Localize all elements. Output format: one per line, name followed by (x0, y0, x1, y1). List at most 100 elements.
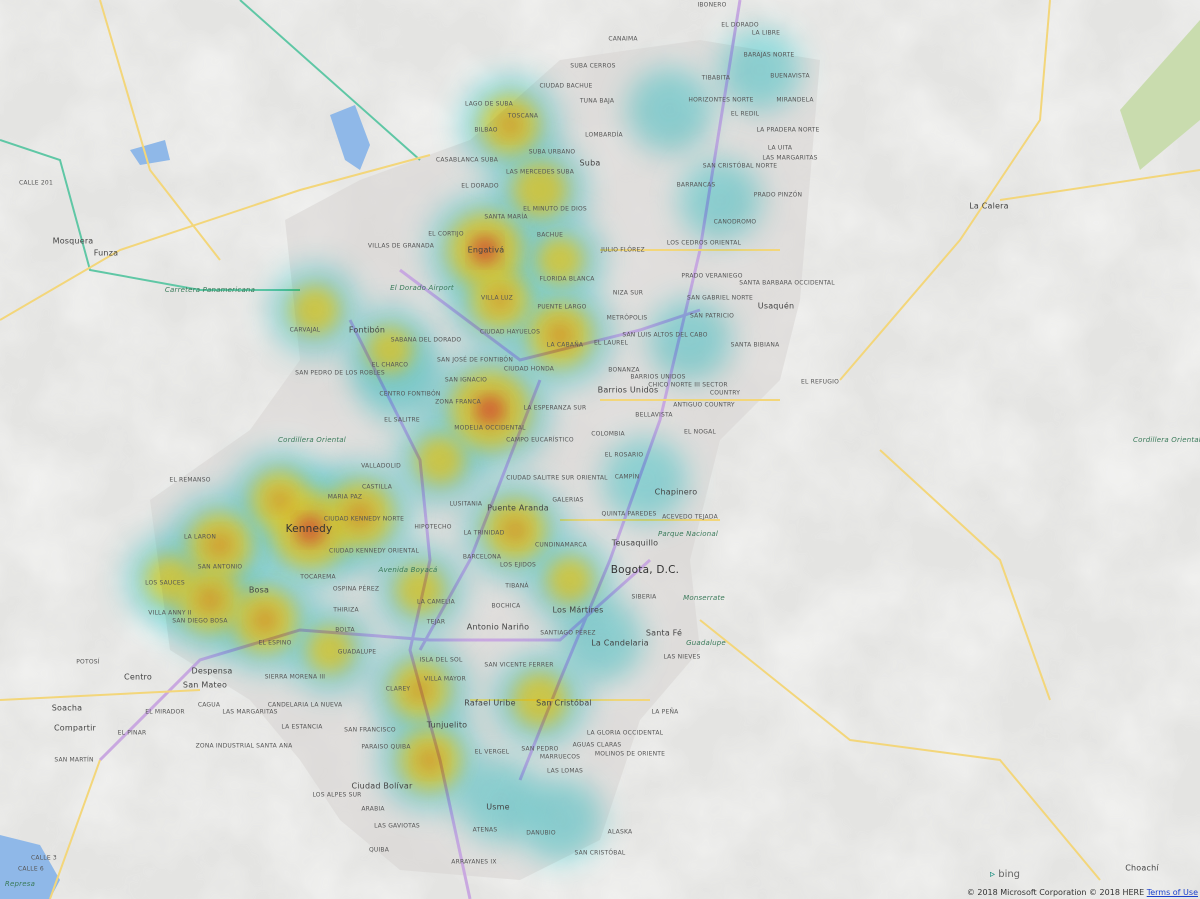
arterial-road (99, 0, 221, 261)
map-label: Campo Eucarístico (506, 436, 574, 444)
map-label: Molinos de Oriente (594, 750, 666, 758)
heat-spot (253, 608, 277, 632)
map-label: Santa Barbara Occidental (739, 279, 835, 287)
map-label: Santiago Pérez (540, 629, 596, 637)
map-label: Villa Luz (481, 294, 513, 302)
lake (130, 140, 170, 165)
map-label: Metrópolis (606, 314, 648, 322)
heat-spot (504, 519, 526, 541)
map-label: Isla del Sol (419, 656, 463, 664)
map-label: Florida Blanca (539, 275, 595, 283)
map-label: Zona Industrial Santa Ana (195, 742, 293, 750)
map-label: Arrayanes IX (451, 858, 497, 866)
map-label: La Estancia (281, 723, 323, 731)
map-label: Mosquera (52, 236, 94, 246)
heat-spot (500, 115, 520, 135)
map-label: Chico Norte III Sector (648, 381, 728, 389)
map-label: Ciudad Kennedy Oriental (328, 547, 420, 555)
heat-spot (557, 597, 643, 683)
heat-spot (366, 326, 414, 374)
map-label: Las Gaviotas (374, 822, 420, 830)
terms-of-use-link[interactable]: Terms of Use (1146, 888, 1198, 897)
heat-spot (627, 67, 713, 153)
map-label: Ciudad Honda (503, 365, 555, 373)
map-label: Carretera Panamericana (164, 286, 256, 294)
heat-spot (347, 502, 373, 528)
map-label: Suba Cerros (570, 62, 616, 70)
heat-spot (208, 533, 232, 557)
lake (330, 105, 370, 170)
map-label: Ciudad Salitre Sur Oriental (506, 474, 608, 482)
map-label: San Ignacio (444, 376, 488, 384)
heat-spot (270, 490, 290, 510)
map-label: El Mirador (145, 708, 185, 716)
map-label: El Redil (730, 110, 760, 118)
map-label: Sierra Morena III (264, 673, 326, 681)
map-label: Prado Veraniego (681, 272, 743, 280)
map-label: Centro Fontibón (379, 390, 441, 398)
heat-spot (548, 323, 572, 347)
heat-spot (198, 588, 222, 612)
arterial-road (0, 154, 431, 321)
map-label: Arabia (361, 805, 385, 813)
map-label: Villa Anny II (148, 609, 192, 617)
map-label: Mirandela (776, 96, 814, 104)
map-label: Kennedy (285, 523, 333, 535)
map-label: La Cabaña (546, 341, 584, 349)
map-label: Barrios Unidos (597, 385, 659, 395)
map-label: San Pedro de los Robles (295, 369, 385, 377)
map-label: Marruecos (539, 753, 581, 761)
heatmap-layer (125, 28, 802, 863)
map-label: San Cristóbal Norte (702, 162, 778, 170)
map-label: Santa Bibiana (730, 341, 780, 349)
map-label: Atenas (472, 826, 498, 834)
arterial-road (699, 619, 1101, 881)
map-label: Ciudad Bolívar (351, 781, 413, 791)
heat-spot (475, 240, 495, 260)
heat-spot (306, 626, 354, 674)
map-label: Lusitania (449, 500, 483, 508)
map-label: Tejar (426, 618, 446, 626)
heat-spot (290, 285, 340, 335)
map-label: Zona Franca (435, 398, 481, 406)
map-label: Las Margaritas (762, 154, 818, 162)
map-label: La Peña (651, 708, 679, 716)
map-label: La Pradera Norte (756, 126, 820, 134)
map-label: Calle 3 (31, 854, 57, 862)
map-label: El Charco (371, 361, 409, 369)
map-label: Bellavista (635, 411, 673, 419)
heat-spot (395, 565, 445, 615)
park-area (1120, 20, 1200, 170)
map-label: San Martín (54, 756, 94, 764)
map-label: La Gloria Occidental (586, 729, 664, 737)
arterial-road (999, 169, 1200, 201)
map-label: Tocarema (300, 573, 336, 581)
map-label: El Cortijo (428, 230, 464, 238)
map-label: La Laron (183, 533, 217, 541)
map-label: San Francisco (344, 726, 396, 734)
map-label: Canodromo (713, 218, 757, 226)
map-label: San Pedro (521, 745, 559, 753)
map-label: Represa (4, 880, 36, 888)
green_road-road (0, 139, 300, 291)
arterial-road (0, 689, 201, 701)
map-label: Las Nieves (663, 653, 701, 661)
heat-spot (718, 28, 802, 112)
map-label: Avenida Boyacá (378, 566, 438, 574)
map-label: Hipotecho (414, 523, 452, 531)
map-label: Campín (614, 473, 640, 481)
map-label: Danubio (526, 829, 556, 837)
map-label: Suba (579, 158, 601, 168)
map-label: Centro (124, 672, 152, 682)
map-label: Barrancas (676, 181, 716, 189)
heat-spot (678, 158, 762, 242)
map-label: Alaska (607, 828, 633, 836)
map-label: Bolta (335, 626, 355, 634)
map-label: Choachí (1125, 863, 1159, 873)
map-label: El Salitre (384, 416, 420, 424)
map-label: Suba Urbano (528, 148, 576, 156)
map-label: Castilla (361, 483, 393, 491)
map-label: Siberia (631, 593, 657, 601)
map-label: Julio Flórez (601, 246, 645, 254)
